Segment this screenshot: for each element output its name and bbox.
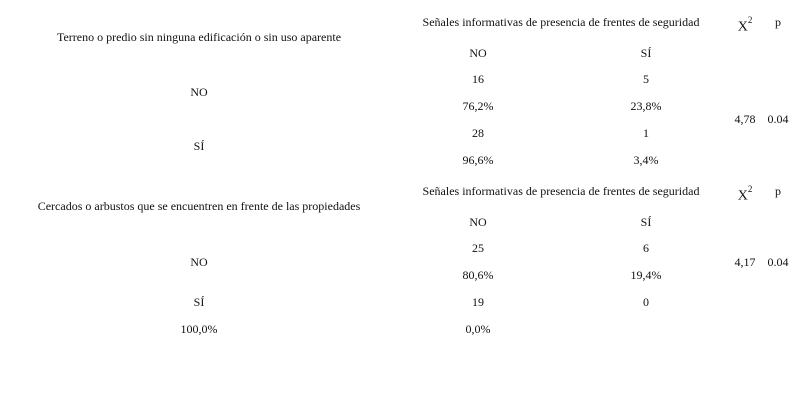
p-value: 0.04: [767, 255, 789, 269]
cell-percent: 23,8%: [630, 99, 662, 113]
cell-count: 6: [643, 241, 649, 255]
chi-square-header: X2: [738, 15, 753, 35]
p-header: p: [775, 184, 781, 198]
cell-count: 0: [643, 295, 649, 309]
row-variable-title: Cercados o arbustos que se encuentren en…: [37, 199, 361, 213]
chi-square-value: 4,17: [734, 255, 756, 269]
column-header-si: SÍ: [640, 46, 652, 60]
row-label-no: NO: [190, 255, 208, 269]
row-label-si: SÍ: [193, 295, 205, 309]
chi-square-value: 4,78: [734, 112, 756, 126]
cell-count: 19: [472, 295, 484, 309]
cell-percent: 80,6%: [462, 268, 494, 282]
row-variable-title: Terreno o predio sin ninguna edificación…: [56, 30, 342, 44]
cell-count: 25: [472, 241, 484, 255]
cell-percent: 19,4%: [630, 268, 662, 282]
chi-symbol: X: [737, 19, 748, 35]
column-variable-title: Señales informativas de presencia de fre…: [422, 184, 700, 198]
cell-percent: 100,0%: [180, 322, 218, 336]
cell-count: 5: [643, 72, 649, 86]
column-header-no: NO: [469, 46, 487, 60]
row-label-si: SÍ: [193, 139, 205, 153]
cell-count: 1: [643, 126, 649, 140]
column-variable-title: Señales informativas de presencia de fre…: [422, 15, 700, 29]
column-header-si: SÍ: [640, 215, 652, 229]
chi-square-header: X2: [738, 184, 753, 204]
cell-percent: 96,6%: [462, 153, 494, 167]
cell-percent: 3,4%: [633, 153, 659, 167]
cell-percent: 0,0%: [465, 322, 491, 336]
row-label-no: NO: [190, 85, 208, 99]
cell-count: 16: [472, 72, 484, 86]
chi-exponent: 2: [747, 184, 753, 194]
chi-exponent: 2: [747, 15, 753, 25]
chi-symbol: X: [737, 188, 748, 204]
p-value: 0.04: [767, 112, 789, 126]
cell-percent: 76,2%: [462, 99, 494, 113]
p-header: p: [775, 15, 781, 29]
column-header-no: NO: [469, 215, 487, 229]
cell-count: 28: [472, 126, 484, 140]
